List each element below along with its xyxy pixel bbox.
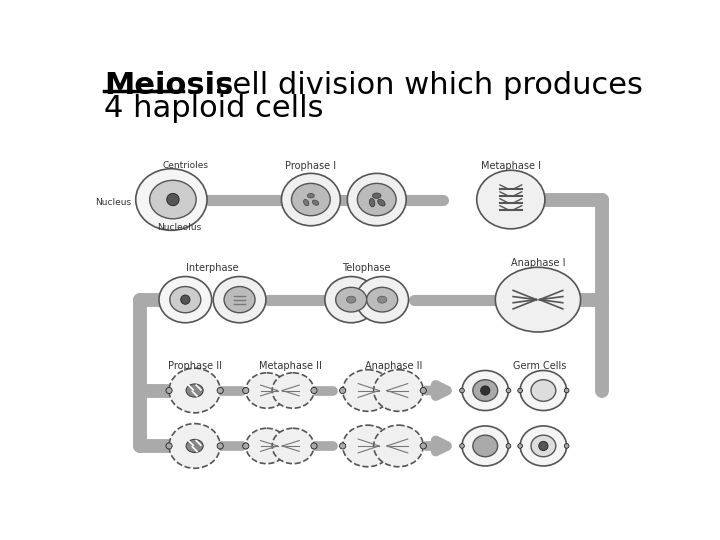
Ellipse shape (518, 444, 523, 448)
Text: Interphase: Interphase (186, 262, 239, 273)
Ellipse shape (520, 370, 567, 410)
Ellipse shape (312, 200, 319, 205)
Text: Telophase: Telophase (343, 262, 391, 273)
Ellipse shape (506, 444, 510, 448)
Text: :  cell division which produces: : cell division which produces (186, 71, 643, 100)
Ellipse shape (462, 370, 508, 410)
Ellipse shape (340, 443, 346, 449)
Ellipse shape (272, 428, 314, 464)
Ellipse shape (343, 425, 392, 467)
Ellipse shape (169, 423, 220, 468)
Ellipse shape (378, 199, 385, 206)
Ellipse shape (564, 444, 569, 448)
Text: Prophase I: Prophase I (285, 161, 336, 171)
Ellipse shape (246, 428, 287, 464)
Ellipse shape (346, 296, 356, 303)
Ellipse shape (150, 180, 196, 219)
Ellipse shape (217, 443, 223, 449)
Ellipse shape (159, 276, 212, 323)
Ellipse shape (374, 425, 423, 467)
Ellipse shape (304, 199, 309, 206)
Ellipse shape (357, 184, 396, 215)
Ellipse shape (311, 443, 317, 449)
Ellipse shape (420, 443, 426, 449)
Text: Anaphase II: Anaphase II (365, 361, 423, 372)
Ellipse shape (420, 387, 426, 394)
Ellipse shape (213, 276, 266, 323)
Ellipse shape (170, 287, 201, 313)
Ellipse shape (336, 287, 366, 312)
Ellipse shape (539, 441, 548, 450)
Ellipse shape (481, 386, 490, 395)
Ellipse shape (372, 193, 381, 198)
Text: Germ Cells: Germ Cells (513, 361, 566, 372)
Ellipse shape (369, 198, 375, 207)
Ellipse shape (459, 444, 464, 448)
Text: Meiosis: Meiosis (104, 71, 233, 100)
Ellipse shape (531, 435, 556, 457)
Ellipse shape (377, 296, 387, 303)
Text: 4 haploid cells: 4 haploid cells (104, 94, 323, 123)
Ellipse shape (186, 384, 203, 397)
Ellipse shape (224, 287, 255, 313)
Text: Nucleus: Nucleus (95, 198, 131, 207)
Ellipse shape (243, 387, 249, 394)
Ellipse shape (282, 173, 341, 226)
Ellipse shape (564, 388, 569, 393)
Ellipse shape (340, 387, 346, 394)
Ellipse shape (243, 443, 249, 449)
Ellipse shape (311, 387, 317, 394)
Ellipse shape (477, 170, 545, 229)
Ellipse shape (136, 168, 207, 231)
Ellipse shape (169, 368, 220, 413)
Ellipse shape (518, 388, 523, 393)
Ellipse shape (186, 440, 203, 453)
Ellipse shape (166, 443, 172, 449)
Text: Metaphase I: Metaphase I (481, 161, 541, 171)
Text: Prophase II: Prophase II (168, 361, 222, 372)
Text: Nucleolus: Nucleolus (157, 222, 202, 232)
Ellipse shape (520, 426, 567, 466)
Ellipse shape (356, 276, 408, 323)
Ellipse shape (374, 370, 423, 411)
Ellipse shape (217, 387, 223, 394)
Ellipse shape (459, 388, 464, 393)
Ellipse shape (292, 184, 330, 215)
Ellipse shape (473, 380, 498, 401)
Text: Metaphase II: Metaphase II (258, 361, 321, 372)
Ellipse shape (181, 295, 190, 304)
Ellipse shape (272, 373, 314, 408)
Ellipse shape (343, 370, 392, 411)
Ellipse shape (325, 276, 377, 323)
Ellipse shape (366, 287, 397, 312)
Ellipse shape (531, 380, 556, 401)
Ellipse shape (167, 193, 179, 206)
Ellipse shape (462, 426, 508, 466)
Ellipse shape (506, 388, 510, 393)
Ellipse shape (246, 373, 287, 408)
Ellipse shape (495, 267, 580, 332)
Text: Centrioles: Centrioles (162, 161, 208, 170)
Ellipse shape (307, 193, 315, 198)
Text: Anaphase I: Anaphase I (510, 258, 565, 268)
Ellipse shape (166, 387, 172, 394)
Ellipse shape (347, 173, 406, 226)
Ellipse shape (473, 435, 498, 457)
